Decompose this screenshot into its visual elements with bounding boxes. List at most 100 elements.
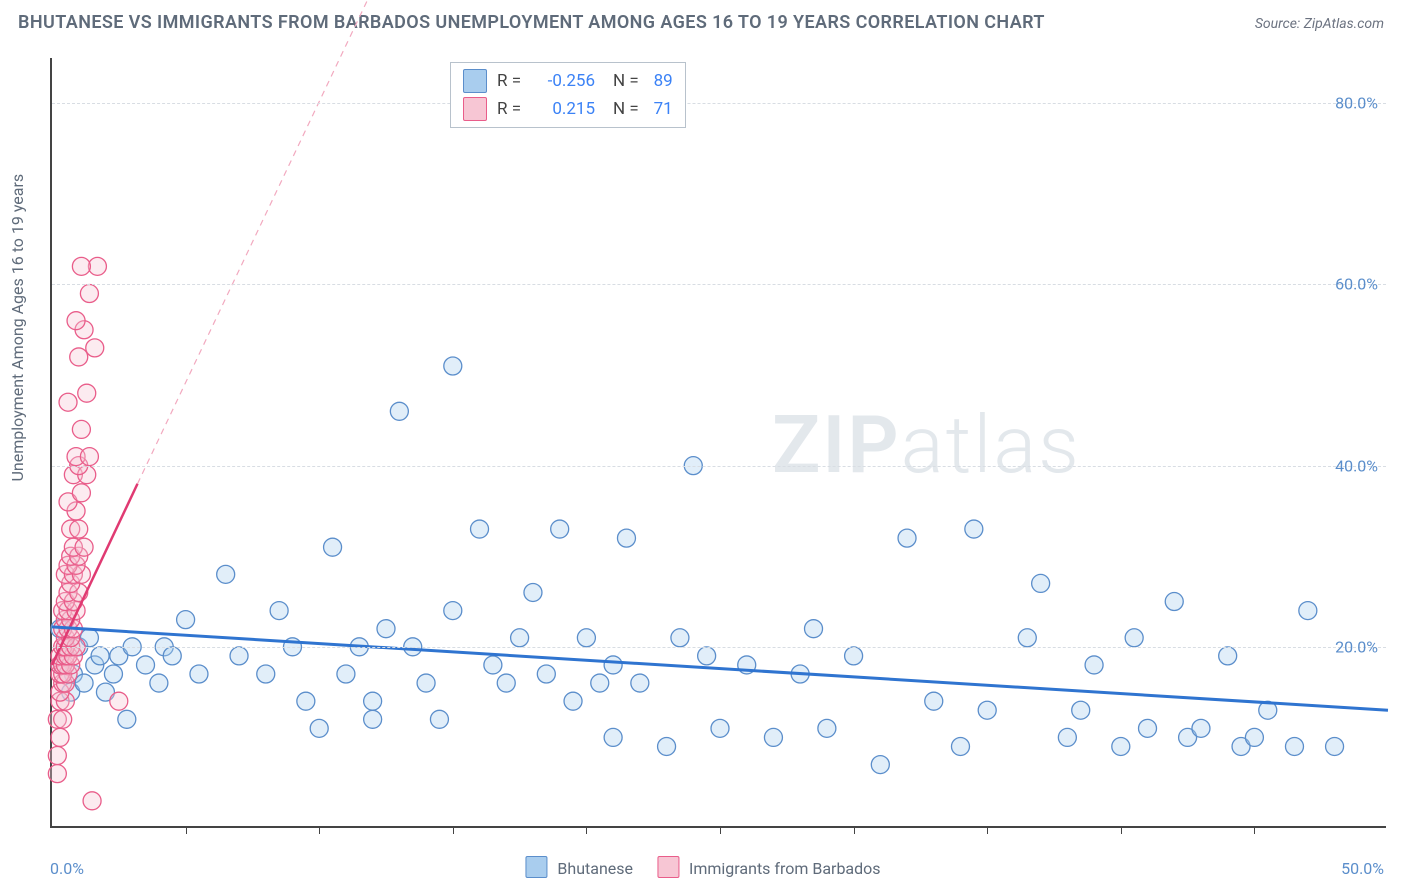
data-point [1125, 629, 1143, 647]
data-point [75, 674, 93, 692]
y-tick-label: 20.0% [1335, 637, 1378, 656]
data-point [83, 792, 101, 810]
data-point [72, 484, 90, 502]
gridline [52, 647, 1386, 648]
data-point [444, 602, 462, 620]
data-point [591, 674, 609, 692]
data-point [497, 674, 515, 692]
data-point [965, 520, 983, 538]
x-axis-min: 0.0% [50, 859, 84, 878]
legend-stat-row: R = -0.256N = 89 [463, 69, 673, 93]
y-axis-label: Unemployment Among Ages 16 to 19 years [8, 173, 27, 481]
data-point [671, 629, 689, 647]
data-point [1018, 629, 1036, 647]
data-point [118, 710, 136, 728]
data-point [1139, 719, 1157, 737]
data-point [617, 529, 635, 547]
data-point [80, 448, 98, 466]
data-point [137, 656, 155, 674]
y-tick-label: 40.0% [1335, 456, 1378, 475]
data-point [511, 629, 529, 647]
data-point [257, 665, 275, 683]
data-point [270, 602, 288, 620]
legend-label-bhutanese: Bhutanese [557, 859, 633, 878]
data-point [1326, 737, 1344, 755]
trend-line-ext [138, 0, 427, 484]
data-point [217, 565, 235, 583]
data-point [70, 520, 88, 538]
chart-title: BHUTANESE VS IMMIGRANTS FROM BARBADOS UN… [18, 12, 1045, 33]
data-point [871, 756, 889, 774]
y-tick-label: 60.0% [1335, 275, 1378, 294]
data-point [604, 656, 622, 674]
data-point [631, 674, 649, 692]
data-point [1245, 728, 1263, 746]
x-tick [720, 826, 721, 834]
data-point [1299, 602, 1317, 620]
data-point [711, 719, 729, 737]
data-point [297, 692, 315, 710]
data-point [978, 701, 996, 719]
correlation-legend: R = -0.256N = 89 R = 0.215N = 71 [450, 62, 686, 128]
data-point [190, 665, 208, 683]
source-label: Source: ZipAtlas.com [1255, 16, 1384, 32]
data-point [1112, 737, 1130, 755]
data-point [70, 348, 88, 366]
data-point [471, 520, 489, 538]
data-point [80, 285, 98, 303]
data-point [1165, 593, 1183, 611]
data-point [430, 710, 448, 728]
data-point [75, 538, 93, 556]
data-point [925, 692, 943, 710]
scatter-svg [52, 58, 1388, 828]
data-point [1032, 574, 1050, 592]
swatch-bhutanese [525, 856, 547, 878]
x-tick [319, 826, 320, 834]
data-point [48, 747, 66, 765]
data-point [59, 393, 77, 411]
data-point [951, 737, 969, 755]
data-point [524, 583, 542, 601]
x-tick [186, 826, 187, 834]
data-point [577, 629, 595, 647]
data-point [604, 728, 622, 746]
gridline [52, 103, 1386, 104]
swatch-icon [463, 69, 487, 93]
data-point [86, 339, 104, 357]
data-point [88, 257, 106, 275]
data-point [484, 656, 502, 674]
data-point [364, 710, 382, 728]
data-point [150, 674, 168, 692]
data-point [818, 719, 836, 737]
swatch-barbados [657, 856, 679, 878]
swatch-icon [463, 97, 487, 121]
data-point [898, 529, 916, 547]
data-point [72, 420, 90, 438]
data-point [1192, 719, 1210, 737]
data-point [1219, 647, 1237, 665]
data-point [364, 692, 382, 710]
data-point [417, 674, 435, 692]
x-tick [586, 826, 587, 834]
data-point [54, 710, 72, 728]
data-point [104, 665, 122, 683]
x-tick [854, 826, 855, 834]
plot-area: ZIPatlas 20.0%40.0%60.0%80.0% [50, 58, 1386, 828]
data-point [91, 647, 109, 665]
data-point [67, 312, 85, 330]
data-point [845, 647, 863, 665]
trend-line-bhutanese [52, 627, 1388, 710]
data-point [310, 719, 328, 737]
x-tick [1254, 826, 1255, 834]
legend-item-barbados: Immigrants from Barbados [657, 856, 881, 878]
y-tick-label: 80.0% [1335, 94, 1378, 113]
legend-label-barbados: Immigrants from Barbados [689, 859, 881, 878]
data-point [805, 620, 823, 638]
data-point [551, 520, 569, 538]
legend-stat-row: R = 0.215N = 71 [463, 97, 673, 121]
x-tick [987, 826, 988, 834]
data-point [110, 692, 128, 710]
gridline [52, 284, 1386, 285]
data-point [698, 647, 716, 665]
data-point [564, 692, 582, 710]
